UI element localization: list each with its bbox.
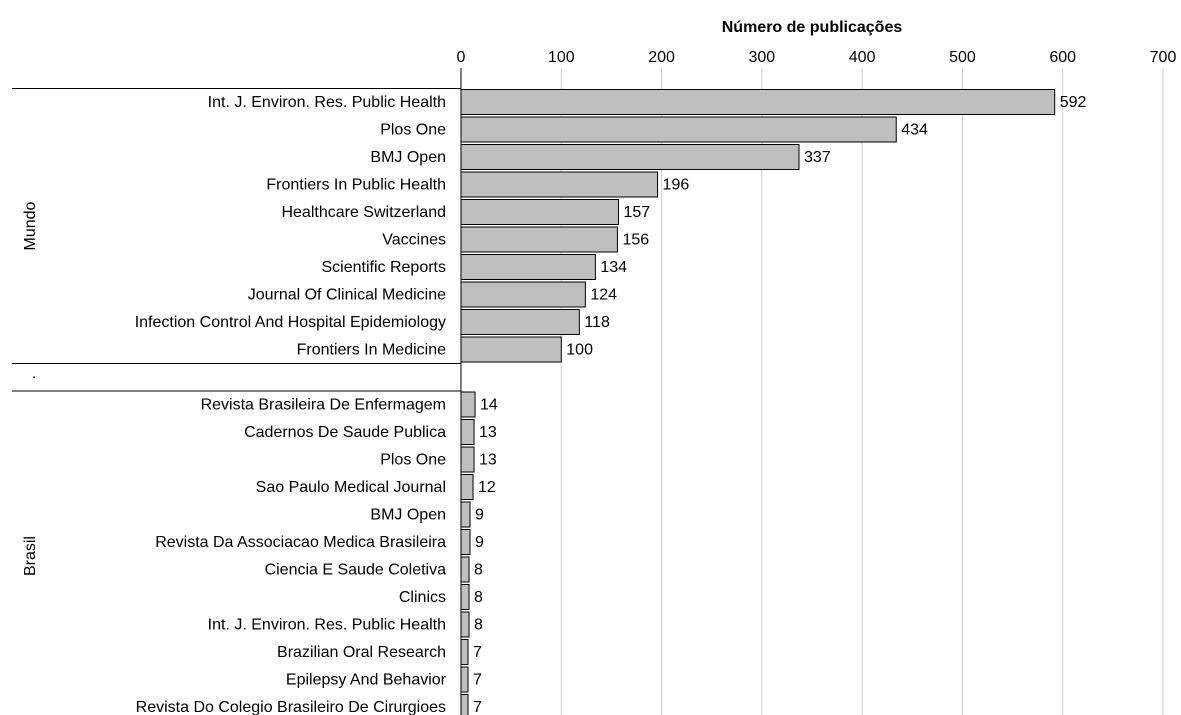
value-label: 14 <box>480 397 498 414</box>
bar <box>460 556 470 583</box>
value-label: 9 <box>475 534 484 551</box>
x-tick-label: 200 <box>648 49 675 66</box>
category-label: Revista Da Associacao Medica Brasileira <box>155 534 446 551</box>
value-label: 12 <box>478 479 496 496</box>
bar <box>460 639 469 665</box>
bar <box>460 144 800 170</box>
category-label: Int. J. Environ. Res. Public Health <box>208 617 446 634</box>
category-label: Cadernos De Saude Publica <box>244 424 446 441</box>
category-label: BMJ Open <box>370 149 446 166</box>
category-label: Scientific Reports <box>322 259 447 276</box>
value-label: 196 <box>663 177 690 194</box>
value-label: 9 <box>475 507 484 524</box>
group-label: . <box>22 375 39 379</box>
bar <box>460 226 618 253</box>
value-label: 7 <box>473 672 482 689</box>
value-label: 592 <box>1060 94 1087 111</box>
x-tick-label: 0 <box>457 49 466 66</box>
value-label: 13 <box>479 424 497 441</box>
bar <box>460 666 469 693</box>
category-label: Journal Of Clinical Medicine <box>248 287 446 304</box>
category-label: Ciencia E Saude Coletiva <box>265 562 447 579</box>
value-label: 156 <box>622 232 649 249</box>
category-label: Healthcare Switzerland <box>281 204 446 221</box>
bar <box>460 254 596 280</box>
bar <box>460 694 469 715</box>
bar <box>460 281 586 308</box>
category-label: Sao Paulo Medical Journal <box>256 479 446 496</box>
bar <box>460 501 471 528</box>
category-label: Plos One <box>380 452 446 469</box>
bar <box>460 336 562 363</box>
value-label: 7 <box>473 644 482 661</box>
category-label: Frontiers In Medicine <box>297 342 446 359</box>
bar <box>460 309 580 335</box>
bar <box>460 584 470 610</box>
value-label: 157 <box>623 204 650 221</box>
bar <box>460 391 476 418</box>
category-label: BMJ Open <box>370 507 446 524</box>
x-tick-label: 600 <box>1049 49 1076 66</box>
value-label: 124 <box>590 287 617 304</box>
x-tick-label: 500 <box>949 49 976 66</box>
value-label: 134 <box>600 259 627 276</box>
value-label: 13 <box>479 452 497 469</box>
bar <box>460 529 471 555</box>
category-label: Frontiers In Public Health <box>266 177 446 194</box>
category-label: Clinics <box>399 589 446 606</box>
bar <box>460 199 619 225</box>
bar <box>460 419 475 445</box>
category-label: Int. J. Environ. Res. Public Health <box>208 94 446 111</box>
category-label: Epilepsy And Behavior <box>286 672 447 689</box>
bar <box>460 446 475 473</box>
bar <box>460 89 1056 115</box>
category-label: Vaccines <box>382 232 446 249</box>
bar <box>460 116 897 143</box>
group-label: Brasil <box>22 536 39 576</box>
value-label: 8 <box>474 589 483 606</box>
category-label: Plos One <box>380 122 446 139</box>
category-label: Brazilian Oral Research <box>277 644 446 661</box>
value-label: 337 <box>804 149 831 166</box>
bar <box>460 474 474 500</box>
value-label: 8 <box>474 562 483 579</box>
x-tick-label: 300 <box>749 49 776 66</box>
value-label: 434 <box>901 122 928 139</box>
category-label: Revista Brasileira De Enfermagem <box>201 397 446 414</box>
category-label: Infection Control And Hospital Epidemiol… <box>135 314 446 331</box>
bar <box>460 171 659 198</box>
x-tick-label: 400 <box>849 49 876 66</box>
group-label: Mundo <box>22 201 39 250</box>
x-tick-label: 700 <box>1150 49 1177 66</box>
value-label: 118 <box>584 314 610 331</box>
category-label: Revista Do Colegio Brasileiro De Cirurgi… <box>136 699 446 715</box>
bar <box>460 611 470 638</box>
value-label: 7 <box>473 699 482 715</box>
x-axis-title: Número de publicações <box>722 19 903 36</box>
value-label: 100 <box>566 342 593 359</box>
x-tick-label: 100 <box>548 49 575 66</box>
value-label: 8 <box>474 617 483 634</box>
